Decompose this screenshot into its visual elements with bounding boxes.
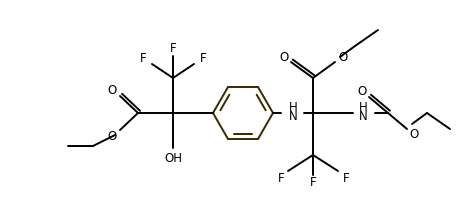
Text: OH: OH [164, 151, 182, 165]
Text: F: F [140, 52, 146, 64]
Text: F: F [200, 52, 206, 64]
Text: F: F [343, 172, 350, 185]
Text: F: F [170, 41, 176, 55]
Text: O: O [280, 50, 288, 63]
Text: O: O [338, 50, 348, 63]
Text: O: O [107, 130, 116, 143]
Text: O: O [107, 83, 116, 96]
Text: N: N [288, 110, 297, 123]
Text: H: H [288, 101, 297, 114]
Text: F: F [310, 177, 316, 190]
Text: F: F [278, 172, 284, 185]
Text: H: H [359, 101, 367, 114]
Text: O: O [409, 128, 418, 140]
Text: O: O [357, 84, 367, 97]
Text: N: N [359, 110, 367, 123]
